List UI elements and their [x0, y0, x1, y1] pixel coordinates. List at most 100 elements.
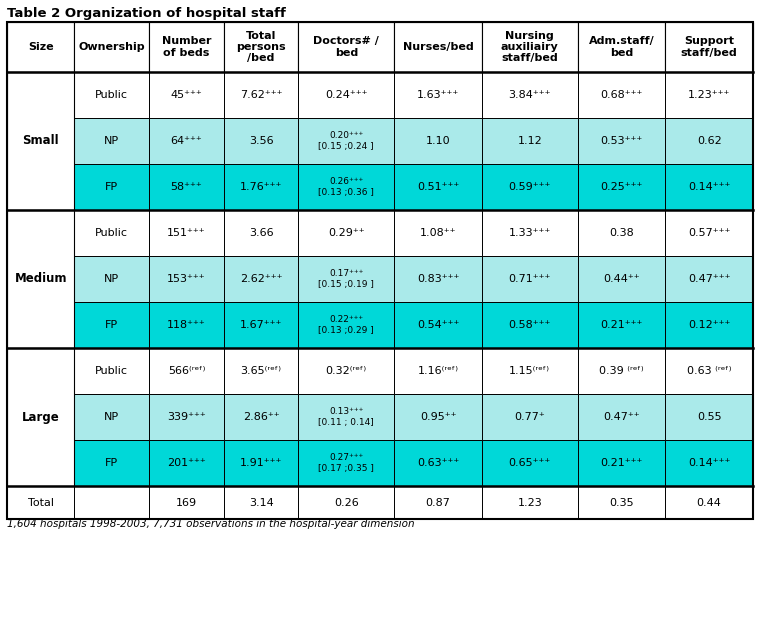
Text: 45⁺⁺⁺: 45⁺⁺⁺ [170, 90, 202, 100]
Text: Public: Public [95, 228, 128, 238]
Bar [482, 72, 578, 118]
Bar [74, 440, 149, 486]
Text: 3.56: 3.56 [249, 136, 274, 146]
Bar [149, 486, 223, 519]
Bar [665, 302, 753, 348]
Bar [223, 486, 299, 519]
Bar [578, 348, 665, 394]
Bar [74, 394, 149, 440]
Text: 0.14⁺⁺⁺: 0.14⁺⁺⁺ [688, 182, 730, 192]
Text: 0.44: 0.44 [697, 497, 721, 507]
Text: NP: NP [104, 412, 119, 422]
Text: 0.63⁺⁺⁺: 0.63⁺⁺⁺ [417, 458, 459, 468]
Bar [149, 394, 223, 440]
Bar [394, 72, 482, 118]
Text: 0.44⁺⁺: 0.44⁺⁺ [603, 274, 640, 284]
Text: 0.83⁺⁺⁺: 0.83⁺⁺⁺ [416, 274, 459, 284]
Text: 1.33⁺⁺⁺: 1.33⁺⁺⁺ [508, 228, 551, 238]
Text: 0.47⁺⁺⁺: 0.47⁺⁺⁺ [688, 274, 730, 284]
Text: Size: Size [28, 42, 53, 52]
Text: FP: FP [105, 320, 119, 330]
Bar [394, 256, 482, 302]
Text: 0.26: 0.26 [334, 497, 359, 507]
Bar [299, 302, 394, 348]
Text: 169: 169 [176, 497, 197, 507]
Text: 1,604 hospitals 1998-2003, 7,731 observations in the hospital-year dimension: 1,604 hospitals 1998-2003, 7,731 observa… [7, 519, 415, 529]
Text: 118⁺⁺⁺: 118⁺⁺⁺ [167, 320, 206, 330]
Bar [299, 394, 394, 440]
Bar [223, 394, 299, 440]
Text: 0.32⁽ʳᵉᶠ⁾: 0.32⁽ʳᵉᶠ⁾ [326, 366, 367, 376]
Bar [299, 256, 394, 302]
Bar [7, 210, 74, 348]
Bar [74, 22, 149, 72]
Bar [223, 210, 299, 256]
Text: 0.35: 0.35 [610, 497, 634, 507]
Bar [665, 486, 753, 519]
Bar [665, 256, 753, 302]
Text: 0.62: 0.62 [697, 136, 721, 146]
Bar [74, 164, 149, 210]
Text: 0.25⁺⁺⁺: 0.25⁺⁺⁺ [600, 182, 643, 192]
Bar [149, 22, 223, 72]
Text: Number
of beds: Number of beds [162, 36, 211, 58]
Bar [394, 394, 482, 440]
Text: Table 2 Organization of hospital staff: Table 2 Organization of hospital staff [7, 6, 286, 19]
Bar [665, 22, 753, 72]
Text: NP: NP [104, 274, 119, 284]
Bar [149, 348, 223, 394]
Bar [299, 440, 394, 486]
Text: Total
persons
/bed: Total persons /bed [236, 31, 286, 63]
Bar [482, 210, 578, 256]
Bar [149, 256, 223, 302]
Text: 0.14⁺⁺⁺: 0.14⁺⁺⁺ [688, 458, 730, 468]
Text: 151⁺⁺⁺: 151⁺⁺⁺ [167, 228, 206, 238]
Bar [299, 348, 394, 394]
Text: Small: Small [22, 135, 59, 147]
Bar [149, 302, 223, 348]
Bar [394, 348, 482, 394]
Bar [7, 72, 74, 210]
Text: 1.08⁺⁺: 1.08⁺⁺ [420, 228, 456, 238]
Bar [299, 118, 394, 164]
Text: 0.58⁺⁺⁺: 0.58⁺⁺⁺ [508, 320, 551, 330]
Text: NP: NP [104, 136, 119, 146]
Text: 0.21⁺⁺⁺: 0.21⁺⁺⁺ [600, 320, 643, 330]
Bar [482, 440, 578, 486]
Bar [149, 210, 223, 256]
Bar [665, 164, 753, 210]
Text: 0.87: 0.87 [426, 497, 451, 507]
Bar [578, 164, 665, 210]
Text: 1.91⁺⁺⁺: 1.91⁺⁺⁺ [240, 458, 282, 468]
Text: Public: Public [95, 90, 128, 100]
Text: FP: FP [105, 458, 119, 468]
Text: 0.39 ⁽ʳᵉᶠ⁾: 0.39 ⁽ʳᵉᶠ⁾ [599, 366, 644, 376]
Bar [74, 210, 149, 256]
Bar [482, 164, 578, 210]
Bar [149, 164, 223, 210]
Bar [299, 72, 394, 118]
Text: 0.53⁺⁺⁺: 0.53⁺⁺⁺ [600, 136, 643, 146]
Bar [223, 302, 299, 348]
Bar [149, 440, 223, 486]
Bar [482, 348, 578, 394]
Text: 1.16⁽ʳᵉᶠ⁾: 1.16⁽ʳᵉᶠ⁾ [417, 366, 458, 376]
Text: 0.63 ⁽ʳᵉᶠ⁾: 0.63 ⁽ʳᵉᶠ⁾ [687, 366, 731, 376]
Bar [482, 256, 578, 302]
Bar [665, 118, 753, 164]
Text: 3.14: 3.14 [249, 497, 274, 507]
Text: 7.62⁺⁺⁺: 7.62⁺⁺⁺ [240, 90, 282, 100]
Bar [482, 118, 578, 164]
Text: Medium: Medium [14, 273, 67, 285]
Text: 339⁺⁺⁺: 339⁺⁺⁺ [167, 412, 206, 422]
Bar [223, 22, 299, 72]
Bar [299, 164, 394, 210]
Text: Large: Large [22, 411, 59, 423]
Bar [7, 486, 74, 519]
Bar [7, 22, 74, 72]
Text: 0.27⁺⁺⁺
[0.17 ;0.35 ]: 0.27⁺⁺⁺ [0.17 ;0.35 ] [318, 453, 374, 473]
Text: 64⁺⁺⁺: 64⁺⁺⁺ [170, 136, 202, 146]
Text: 0.57⁺⁺⁺: 0.57⁺⁺⁺ [688, 228, 730, 238]
Text: Nurses/bed: Nurses/bed [403, 42, 473, 52]
Bar [578, 486, 665, 519]
